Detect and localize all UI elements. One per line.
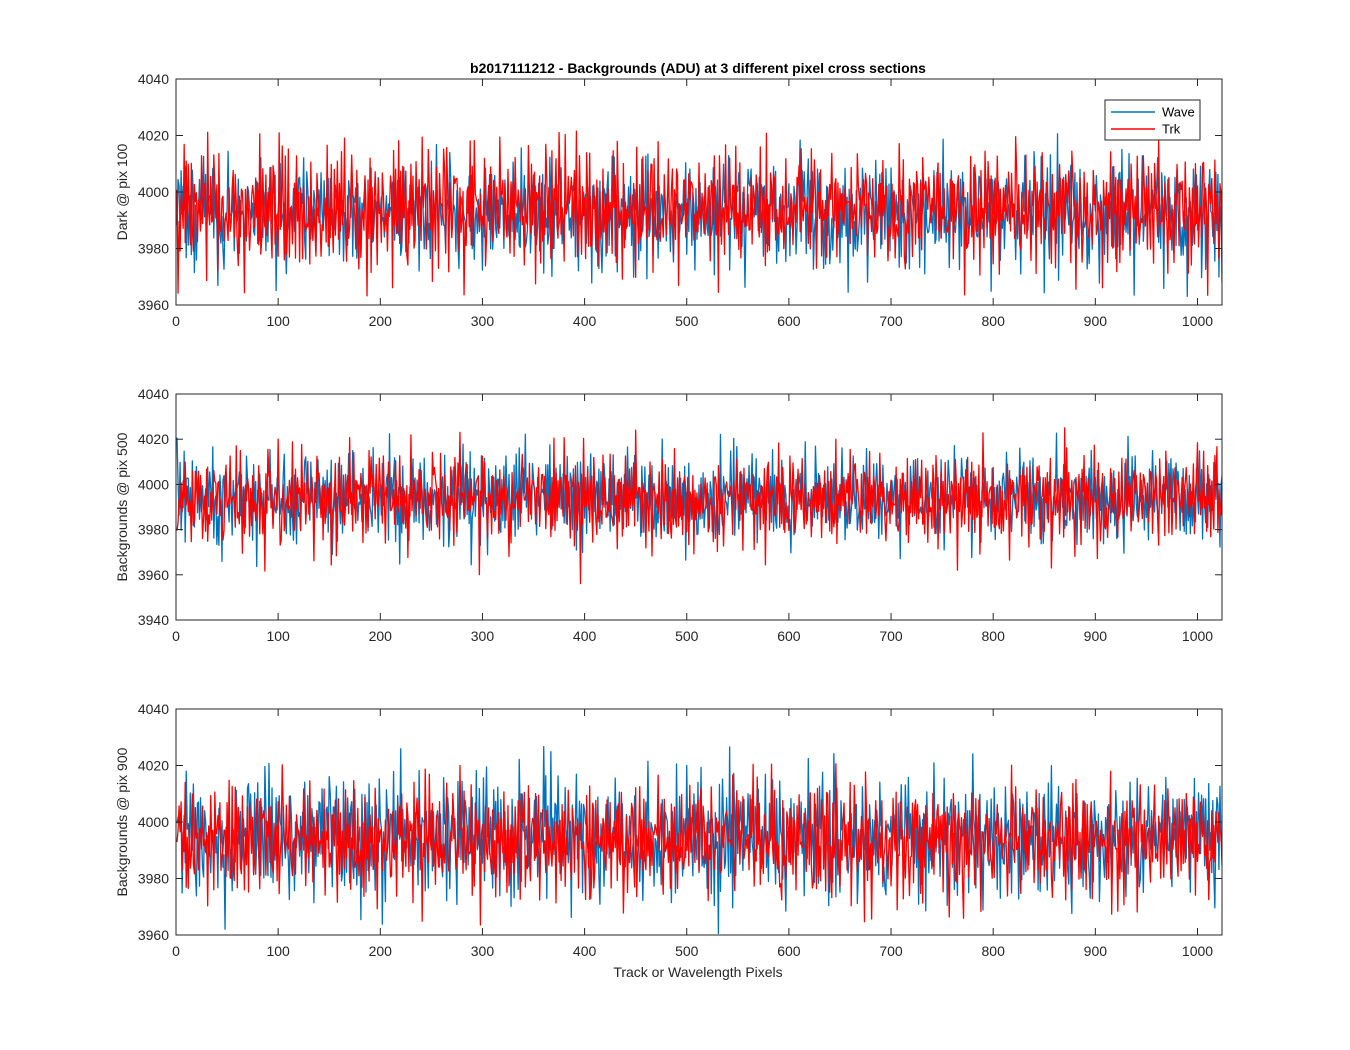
x-tick-label: 0 [172,628,180,644]
subplot-3: 0 100 200 300 400 500 600 700 800 900 1000 3960 3980… [114,701,1223,959]
x-tick-label: 800 [982,313,1006,329]
y-tick-label: 4020 [138,128,169,144]
axes-box [175,393,1223,621]
y-tick-label: 3960 [138,927,169,943]
y-tick-label: 4040 [138,71,169,87]
subplot-2: 0 100 200 300 400 500 600 700 800 900 1000 3940 3960… [114,386,1223,644]
x-tick-label: 200 [369,628,393,644]
series-group [176,427,1222,585]
subplot-1: 0 100 200 300 400 500 600 700 800 900 1000 3960 3980… [114,71,1223,329]
x-tick-label: 1000 [1182,943,1213,959]
x-tick-label: 800 [982,943,1006,959]
y-axis-label: Dark @ pix 100 [114,143,130,240]
x-tick-label: 0 [172,313,180,329]
legend-box [1104,99,1201,141]
x-tick-label: 100 [266,628,290,644]
y-tick-label: 4040 [138,386,169,402]
x-tick-label: 500 [675,313,699,329]
y-tick-label: 4000 [138,184,169,200]
y-tick-label: 4020 [138,431,169,447]
x-tick-label: 800 [982,628,1006,644]
chart-title: b2017111212 - Backgrounds (ADU) at 3 dif… [470,60,926,76]
x-tick-label: 300 [471,313,495,329]
y-tick-label: 3980 [138,522,169,538]
x-tick-label: 700 [879,943,903,959]
x-tick-label: 300 [471,943,495,959]
y-axis-label: Backgrounds @ pix 500 [114,432,130,581]
subplots: 0 100 200 300 400 500 600 700 800 900 100039603980… [114,71,1223,959]
series-group [176,130,1222,297]
x-tick-label: 600 [777,628,801,644]
x-tick-label: 400 [573,943,597,959]
y-tick-label: 4040 [138,701,169,717]
x-tick-label: 1000 [1182,628,1213,644]
x-tick-label: 200 [369,943,393,959]
x-tick-label: 400 [573,313,597,329]
x-tick-label: 0 [172,943,180,959]
x-tick-label: 1000 [1182,313,1213,329]
series-group [176,745,1222,935]
x-tick-label: 700 [879,313,903,329]
x-tick-label: 900 [1084,628,1108,644]
legend-label-trk: Trk [1162,122,1181,137]
x-tick-label: 600 [777,943,801,959]
series-line-trk [176,130,1222,297]
x-tick-label: 100 [266,943,290,959]
y-tick-label: 3960 [138,297,169,313]
x-tick-label: 900 [1084,943,1108,959]
y-tick-label: 4000 [138,476,169,492]
x-tick-label: 100 [266,313,290,329]
x-tick-label: 700 [879,628,903,644]
y-tick-label: 3980 [138,241,169,257]
y-tick-label: 4000 [138,814,169,830]
x-tick-label: 500 [675,628,699,644]
x-tick-label: 300 [471,628,495,644]
legend-label-wave: Wave [1162,105,1195,120]
x-tick-label: 600 [777,313,801,329]
x-tick-label: 200 [369,313,393,329]
y-tick-label: 3940 [138,612,169,628]
y-tick-label: 4020 [138,758,169,774]
x-tick-label: 500 [675,943,699,959]
series-line-trk [176,763,1222,926]
legend: Wave Trk [1104,99,1201,141]
series-line-trk [176,427,1222,585]
x-axis-label: Track or Wavelength Pixels [613,964,782,980]
y-tick-label: 3980 [138,871,169,887]
y-tick-label: 3960 [138,567,169,583]
y-axis-label: Backgrounds @ pix 900 [114,747,130,896]
x-tick-label: 900 [1084,313,1108,329]
x-tick-label: 400 [573,628,597,644]
